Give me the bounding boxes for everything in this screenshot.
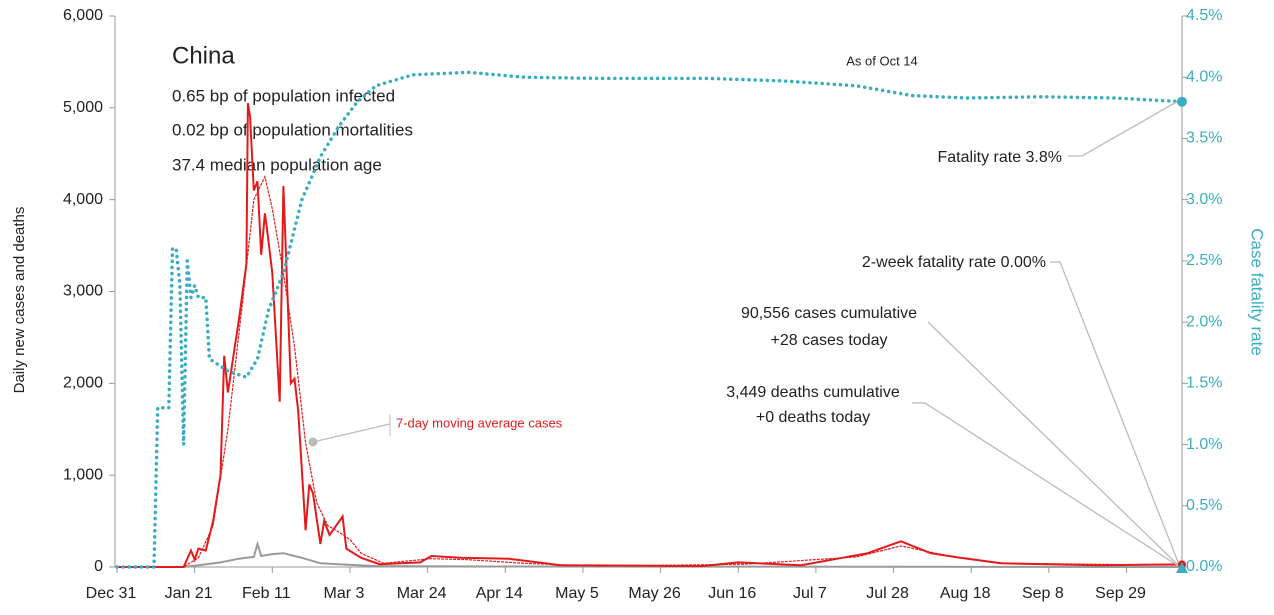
y-tick-label: 0 xyxy=(94,558,103,575)
y-tick-label: 6,000 xyxy=(63,7,103,24)
leader-line xyxy=(912,402,1181,568)
y2-tick-label: 4.5% xyxy=(1186,7,1222,24)
end-dot xyxy=(1177,96,1187,107)
x-tick-label: Dec 31 xyxy=(86,585,137,602)
y2-tick-label: 2.0% xyxy=(1186,313,1222,330)
series-line xyxy=(116,103,1183,568)
series-line xyxy=(116,540,1183,568)
x-tick-label: Feb 11 xyxy=(242,585,291,602)
x-tick-label: Mar 3 xyxy=(324,585,365,602)
leader-line xyxy=(312,423,391,443)
annotation: 2-week fatality rate 0.00% xyxy=(862,254,1046,271)
annotation: 3,449 deaths cumulative xyxy=(726,384,900,401)
chart-title: China xyxy=(172,42,235,69)
y2-tick-label: 2.5% xyxy=(1186,252,1222,269)
x-tick-label: May 26 xyxy=(628,585,681,602)
series-line xyxy=(116,174,1183,568)
leader-line xyxy=(927,321,1181,568)
info-line: 37.4 median population age xyxy=(172,155,382,174)
leader-line xyxy=(1050,261,1181,568)
end-marker xyxy=(1176,562,1188,573)
y2-tick-label: 0.5% xyxy=(1186,497,1222,514)
as-of: As of Oct 14 xyxy=(846,53,918,68)
annotation: Fatality rate 3.8% xyxy=(938,149,1063,166)
info-line: 0.02 bp of population mortalities xyxy=(172,120,413,139)
series-line xyxy=(115,70,1184,569)
y-tick-label: 5,000 xyxy=(63,99,103,116)
y-tick-label: 4,000 xyxy=(63,191,103,208)
info-line: 0.65 bp of population infected xyxy=(172,86,395,105)
y2-tick-label: 3.0% xyxy=(1186,191,1222,208)
y2-tick-label: 1.0% xyxy=(1186,436,1222,453)
x-tick-label: Jul 28 xyxy=(866,585,909,602)
y2-tick-label: 1.5% xyxy=(1186,375,1222,392)
x-tick-label: Aug 18 xyxy=(940,585,991,602)
y2-tick-label: 4.0% xyxy=(1186,68,1222,85)
y2-tick-label: 0.0% xyxy=(1186,558,1222,575)
x-tick-label: Sep 8 xyxy=(1022,585,1064,602)
x-tick-label: Jan 21 xyxy=(165,585,213,602)
x-tick-label: Apr 14 xyxy=(476,585,523,602)
y-tick-label: 2,000 xyxy=(63,375,103,392)
annotation: 7-day moving average cases xyxy=(396,415,563,430)
y-axis-label: Daily new cases and deaths xyxy=(11,207,28,394)
x-tick-label: Sep 29 xyxy=(1095,585,1146,602)
y2-axis-label: Case fatality rate xyxy=(1248,228,1267,356)
y-tick-label: 3,000 xyxy=(63,283,103,300)
leader-dot xyxy=(308,437,318,447)
leader-line xyxy=(1068,99,1181,157)
annotation: +0 deaths today xyxy=(756,409,870,426)
x-tick-label: May 5 xyxy=(555,585,599,602)
annotation: 90,556 cases cumulative xyxy=(741,305,917,322)
y2-tick-label: 3.5% xyxy=(1186,130,1222,147)
y-tick-label: 1,000 xyxy=(63,466,103,483)
x-tick-label: Mar 24 xyxy=(397,585,447,602)
x-tick-label: Jun 16 xyxy=(708,585,756,602)
annotation: +28 cases today xyxy=(771,332,888,349)
x-tick-label: Jul 7 xyxy=(793,585,827,602)
